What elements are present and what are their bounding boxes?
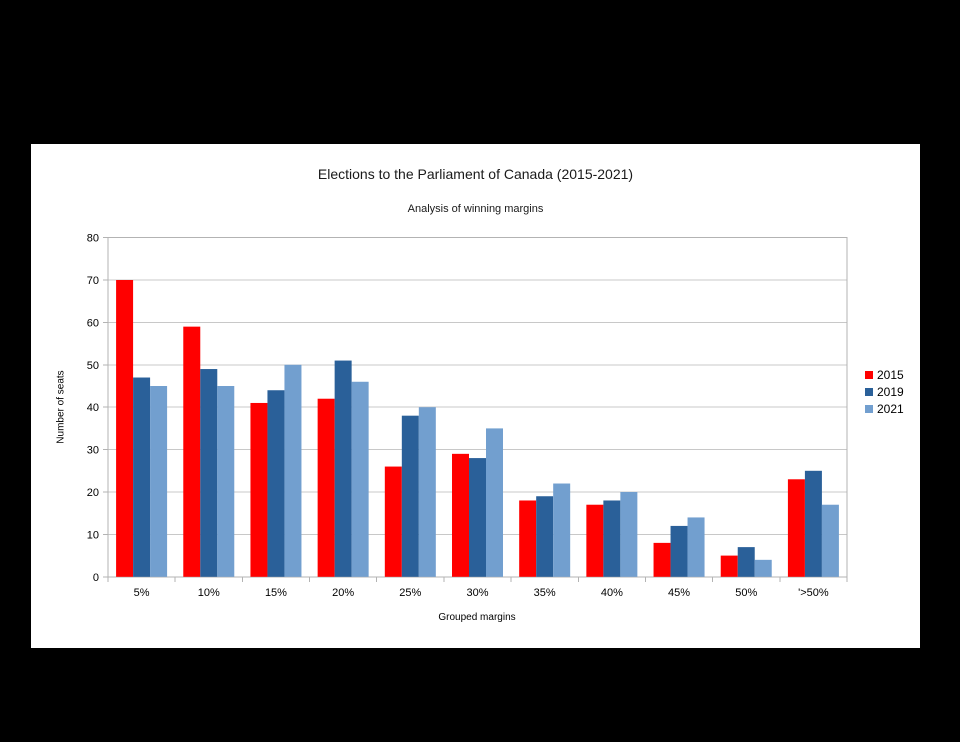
y-tick-label: 0 bbox=[93, 572, 99, 584]
bar-2015-15% bbox=[250, 402, 268, 577]
bar-2021-45% bbox=[687, 517, 705, 577]
legend-swatch-2019 bbox=[865, 387, 873, 396]
bar-2019-45% bbox=[670, 525, 688, 577]
bar-2015-10% bbox=[183, 326, 201, 577]
bar-2021-20% bbox=[351, 381, 369, 577]
y-tick-label: 10 bbox=[87, 529, 99, 541]
bar-2015-20% bbox=[317, 398, 335, 577]
legend-swatch-2021 bbox=[865, 405, 873, 414]
bar-2021-30% bbox=[486, 428, 503, 577]
x-axis-title: Grouped margins bbox=[438, 612, 516, 623]
bar-2019-15% bbox=[267, 390, 285, 577]
bar-2015-40% bbox=[586, 504, 604, 577]
bar-2015-'>50% bbox=[787, 479, 805, 577]
legend-label: 2019 bbox=[877, 384, 904, 399]
chart-svg: 0 10 20 30 40 50 60 70 80 5% 10% 15% 20% 25% 30% 35% 40%… bbox=[87, 233, 848, 599]
bar-2019-5% bbox=[133, 377, 151, 577]
bar-2015-25% bbox=[384, 466, 402, 577]
bar-2019-20% bbox=[334, 360, 352, 577]
x-tick-label: 20% bbox=[332, 587, 354, 599]
x-tick-label: 45% bbox=[668, 587, 690, 599]
legend-label: 2021 bbox=[877, 402, 904, 417]
y-tick-label: 40 bbox=[87, 402, 99, 414]
y-tick-label: 30 bbox=[87, 445, 99, 457]
x-tick-label: 5% bbox=[134, 587, 150, 599]
y-tick-label: 20 bbox=[87, 487, 99, 499]
y-tick-label: 50 bbox=[87, 360, 99, 372]
bar-2019-35% bbox=[536, 496, 554, 577]
y-tick-label: 70 bbox=[87, 275, 99, 287]
x-tick-label: 30% bbox=[466, 587, 488, 599]
bar-2021-40% bbox=[620, 492, 638, 577]
x-tick-label: 10% bbox=[198, 587, 220, 599]
legend-item-2021: 2021 bbox=[865, 401, 904, 418]
chart-title: Elections to the Parliament of Canada (2… bbox=[317, 166, 634, 182]
legend-item-2019: 2019 bbox=[865, 383, 904, 400]
bar-2021-35% bbox=[553, 483, 571, 577]
x-tick-label: 15% bbox=[265, 587, 287, 599]
bar-2015-35% bbox=[519, 500, 537, 577]
x-tick-label: 40% bbox=[601, 587, 623, 599]
bar-2019-40% bbox=[603, 500, 621, 577]
x-tick-label: 35% bbox=[534, 587, 556, 599]
bar-2021-5% bbox=[150, 386, 168, 577]
legend-item-2015: 2015 bbox=[865, 366, 904, 383]
bar-2021-'>50% bbox=[821, 504, 839, 577]
bar-2019-50% bbox=[737, 547, 755, 577]
chart-subtitle: Analysis of winning margins bbox=[407, 203, 544, 215]
x-tick-label: 50% bbox=[735, 587, 757, 599]
bar-2019-10% bbox=[200, 369, 218, 577]
bar-2021-10% bbox=[217, 386, 235, 577]
bar-2015-45% bbox=[653, 542, 671, 577]
bar-2015-5% bbox=[116, 280, 134, 577]
chart-panel: Elections to the Parliament of Canada (2… bbox=[31, 144, 920, 648]
bar-2021-15% bbox=[284, 364, 302, 577]
legend: 2015 2019 2021 bbox=[865, 366, 904, 418]
bar-2021-25% bbox=[418, 407, 436, 577]
bar-2015-30% bbox=[452, 453, 469, 577]
x-tick-label: '>50% bbox=[798, 587, 829, 599]
bar-2015-50% bbox=[720, 555, 738, 577]
bar-2019-30% bbox=[469, 458, 486, 577]
bar-2019-'>50% bbox=[804, 470, 822, 577]
y-axis-title: Number of seats bbox=[55, 370, 67, 444]
bar-2019-25% bbox=[401, 415, 419, 577]
x-tick-label: 25% bbox=[399, 587, 421, 599]
legend-label: 2015 bbox=[877, 367, 904, 382]
y-tick-label: 60 bbox=[87, 317, 99, 329]
y-tick-label: 80 bbox=[87, 233, 99, 245]
bar-2021-50% bbox=[754, 559, 772, 577]
legend-swatch-2015 bbox=[865, 370, 873, 379]
